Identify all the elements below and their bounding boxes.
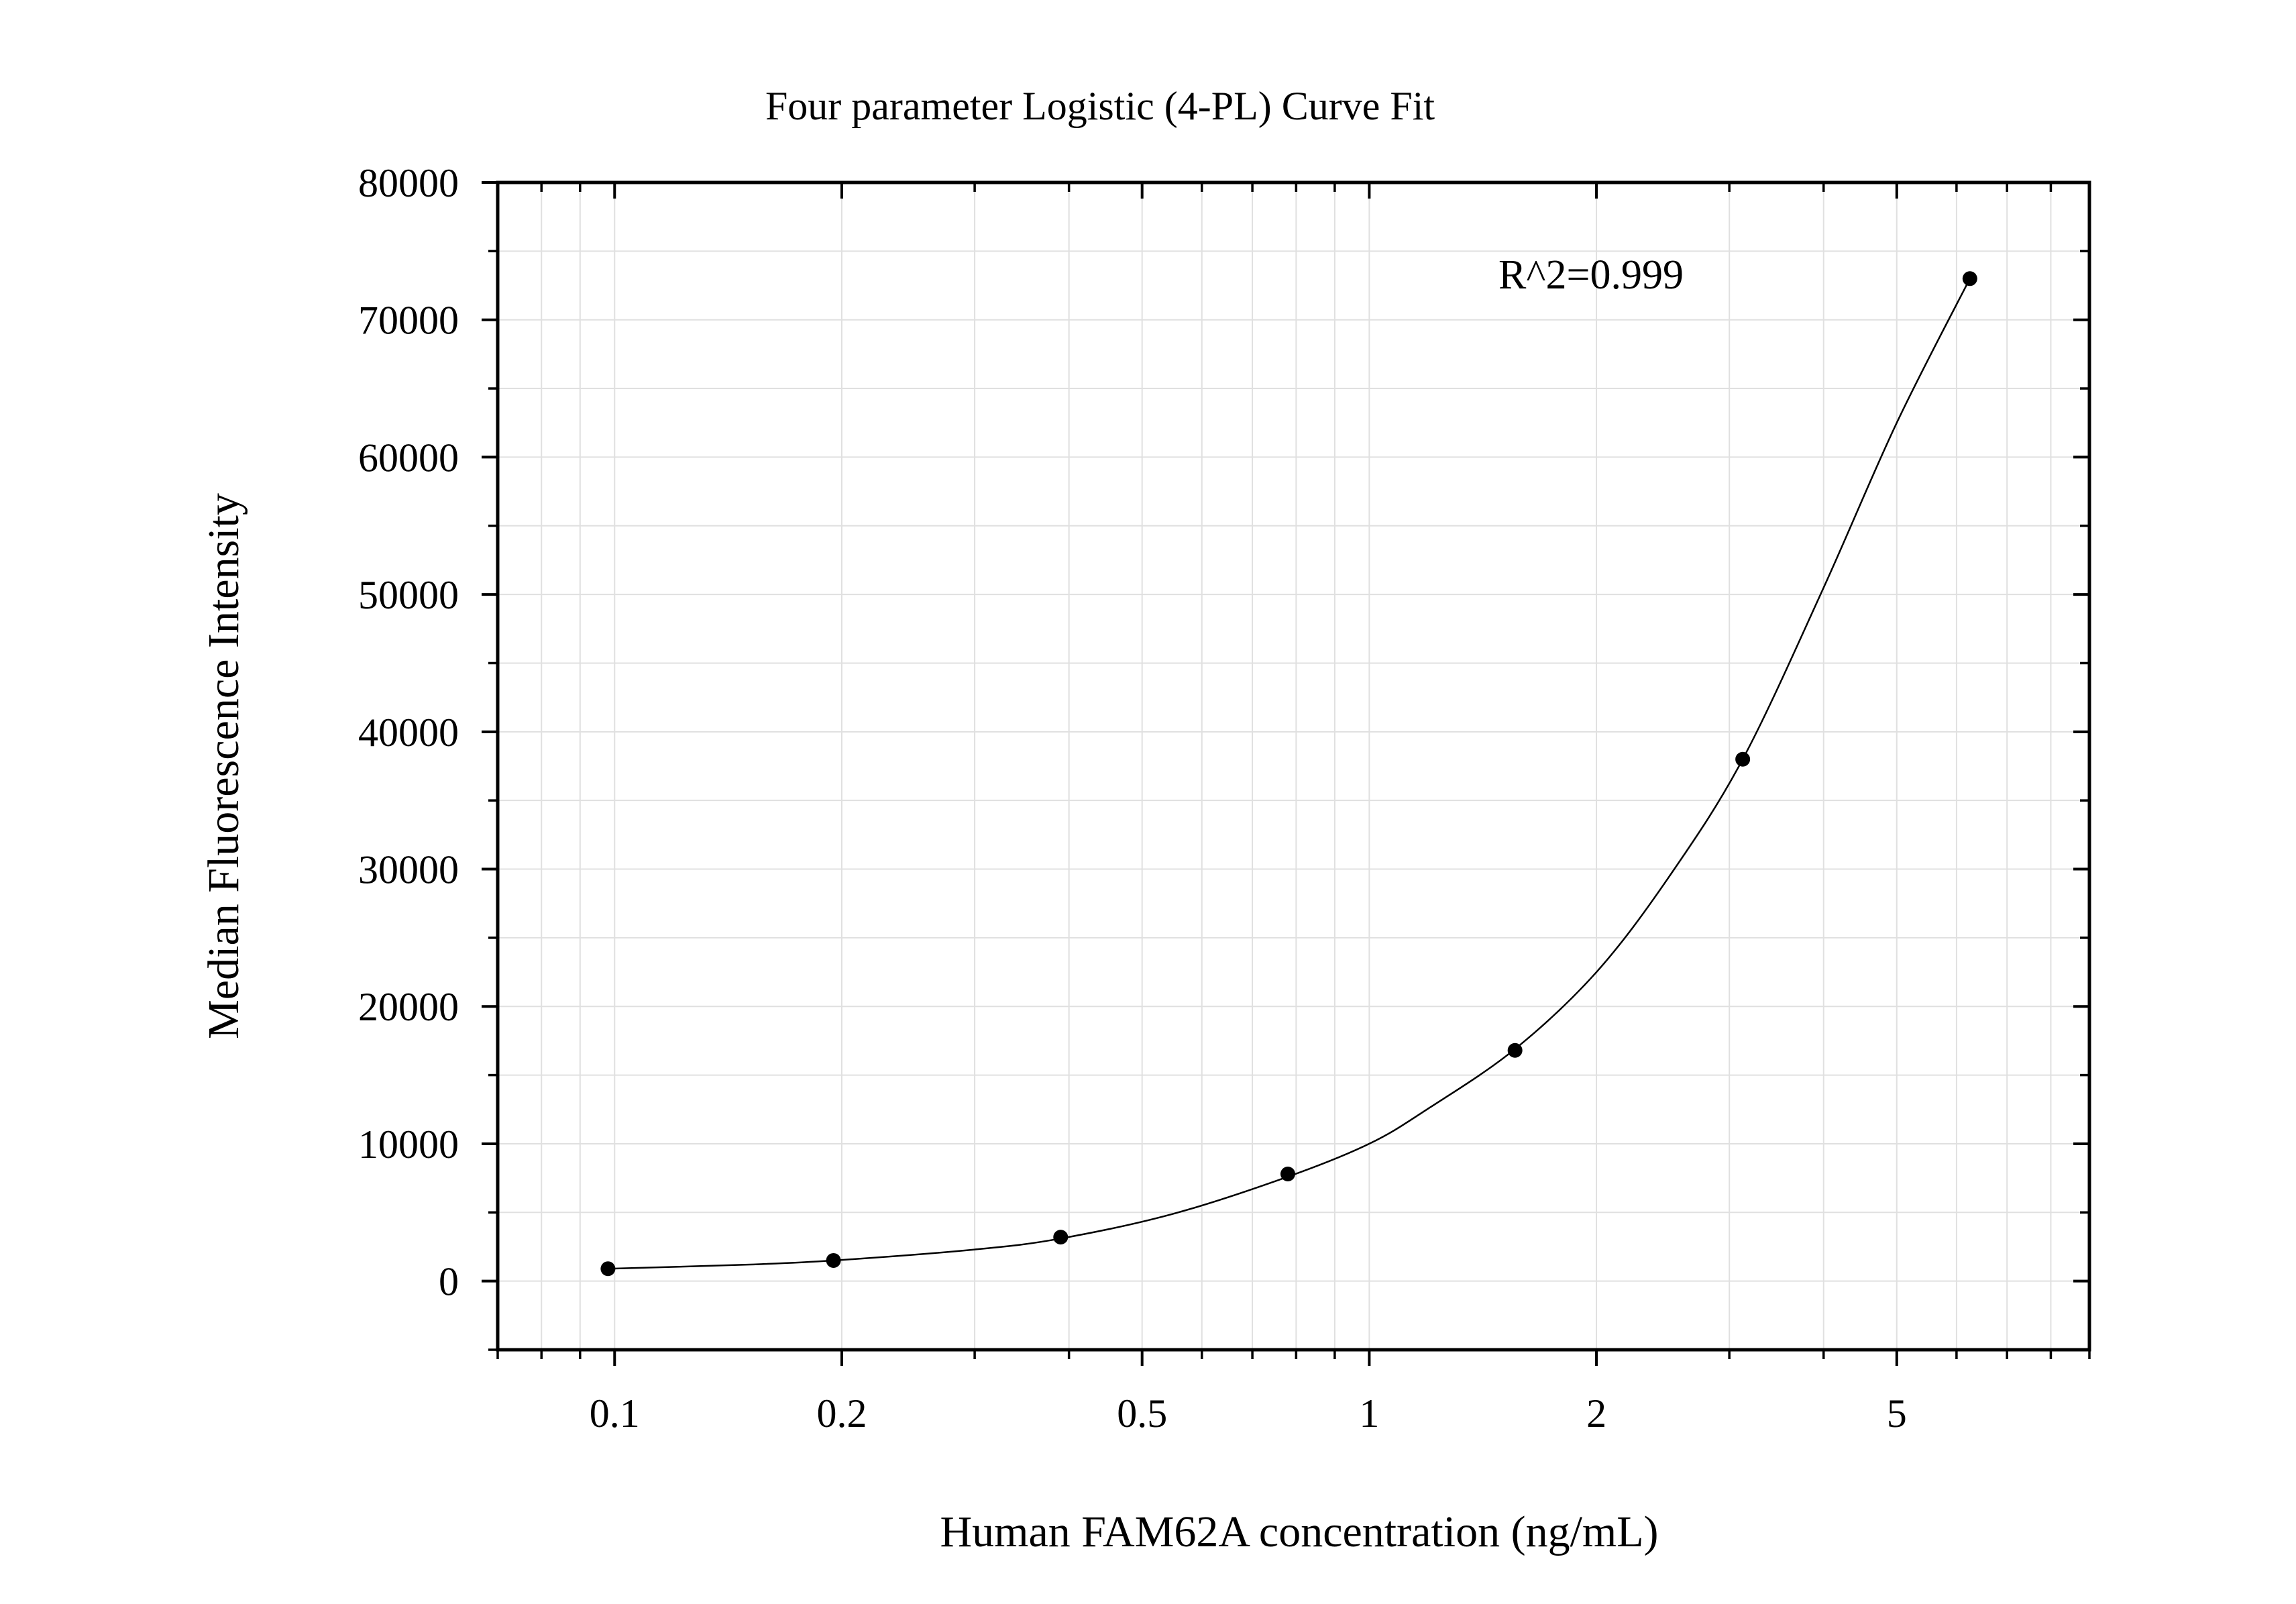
y-tick-label: 60000 xyxy=(358,435,459,480)
data-point xyxy=(826,1252,841,1268)
data-point xyxy=(1053,1230,1069,1245)
y-tick-label: 10000 xyxy=(358,1122,459,1167)
x-tick-label: 0.2 xyxy=(816,1391,867,1436)
y-tick-label: 20000 xyxy=(358,985,459,1029)
data-points xyxy=(600,271,1977,1277)
fit-curve-layer xyxy=(608,278,1971,1270)
tick-labels: 0.1 0.2 0.5 1 2 5 0 10000 20000 30000 40000 50000 60… xyxy=(358,161,1907,1436)
y-tick-label: 40000 xyxy=(358,710,459,755)
r-squared-annotation: R^2=0.999 xyxy=(1498,252,1684,298)
axes xyxy=(482,180,2091,1366)
x-axis-label: Human FAM62A concentration (ng/mL) xyxy=(940,1507,1658,1556)
x-tick-label: 0.5 xyxy=(1117,1391,1167,1436)
chart-title: Four parameter Logistic (4-PL) Curve Fit xyxy=(765,84,1435,128)
y-tick-label: 30000 xyxy=(358,848,459,892)
fit-curve xyxy=(608,278,1971,1270)
x-tick-label: 2 xyxy=(1586,1391,1606,1436)
y-tick-label: 80000 xyxy=(358,161,459,205)
data-point xyxy=(1280,1166,1295,1181)
grid xyxy=(497,182,2090,1350)
y-tick-label: 0 xyxy=(439,1260,459,1304)
x-tick-label: 0.1 xyxy=(590,1391,640,1436)
data-point xyxy=(1507,1042,1523,1058)
data-point xyxy=(1735,751,1751,767)
data-point xyxy=(1962,271,1977,286)
y-axis-label: Median Fluorescence Intensity xyxy=(199,493,248,1039)
x-tick-label: 5 xyxy=(1887,1391,1907,1436)
plot-frame xyxy=(496,180,2091,1352)
data-point xyxy=(600,1261,616,1277)
y-tick-label: 50000 xyxy=(358,573,459,617)
y-tick-label: 70000 xyxy=(358,299,459,343)
x-tick-label: 1 xyxy=(1359,1391,1379,1436)
